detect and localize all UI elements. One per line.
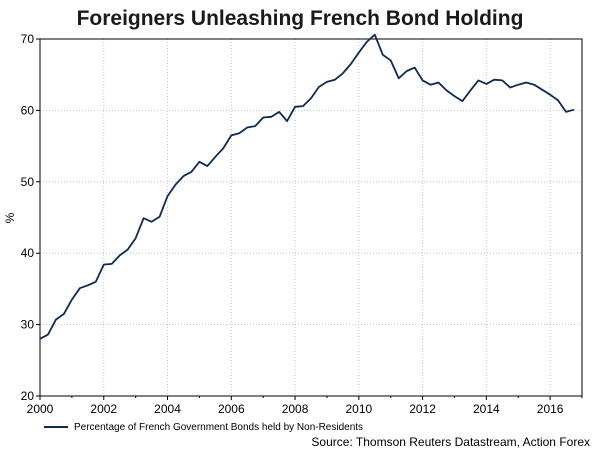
- legend: Percentage of French Government Bonds he…: [44, 422, 363, 433]
- x-tick-label: 2016: [537, 402, 564, 416]
- x-tick-label: 2010: [345, 402, 372, 416]
- x-tick-label: 2012: [409, 402, 436, 416]
- x-tick-label: 2014: [473, 402, 500, 416]
- legend-label: Percentage of French Government Bonds he…: [74, 422, 363, 433]
- y-tick-label: 30: [21, 318, 35, 332]
- axis-ticks: 20 30 40 50 60 70 2000 2002 2004 2006 2008 2010 2012…: [21, 32, 583, 416]
- x-tick-label: 2000: [27, 402, 54, 416]
- y-tick-label: 40: [21, 246, 35, 260]
- grid: [40, 39, 582, 396]
- y-tick-label: 20: [21, 389, 35, 403]
- x-tick-label: 2008: [282, 402, 309, 416]
- y-axis-label: %: [3, 212, 17, 223]
- plot-area-frame: [39, 38, 583, 397]
- source-note: Source: Thomson Reuters Datastream, Acti…: [311, 435, 590, 449]
- x-tick-label: 2006: [218, 402, 245, 416]
- x-tick-label: 2002: [90, 402, 117, 416]
- chart-title: Foreigners Unleashing French Bond Holdin…: [77, 7, 524, 30]
- y-tick-label: 50: [21, 175, 35, 189]
- y-tick-label: 60: [21, 103, 35, 117]
- series-line-non-resident-holdings: [39, 33, 575, 340]
- y-tick-label: 70: [21, 32, 35, 46]
- x-tick-label: 2004: [154, 402, 181, 416]
